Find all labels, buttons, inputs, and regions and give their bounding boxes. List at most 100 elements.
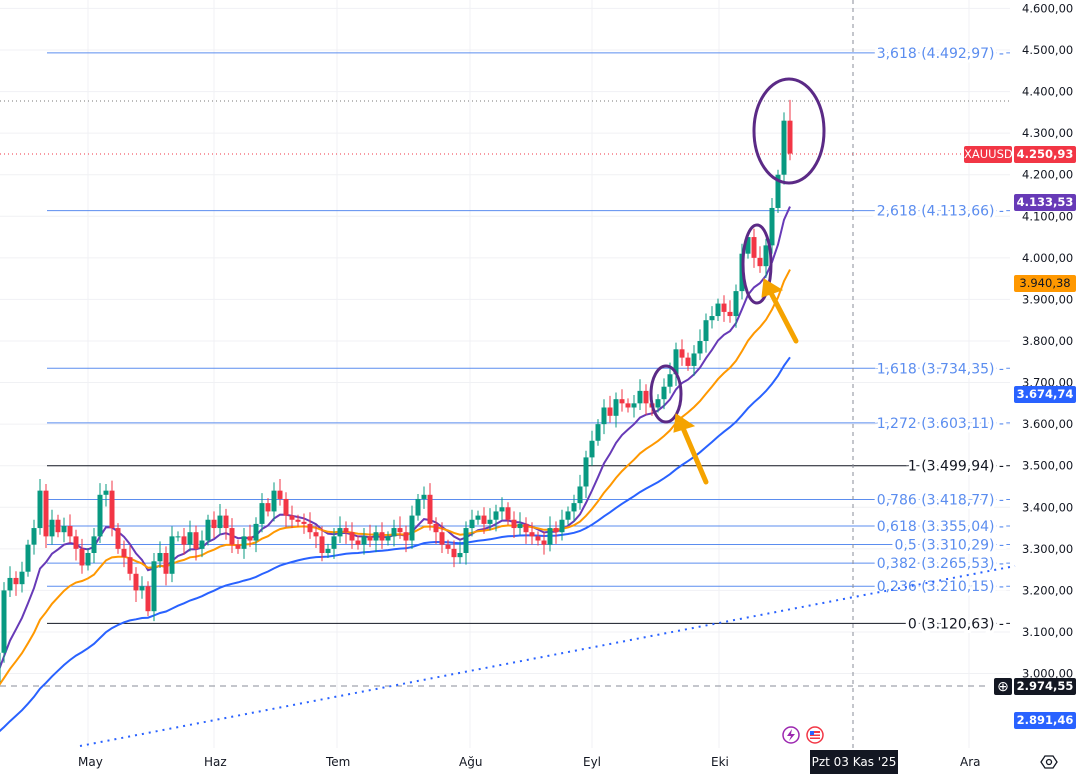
price-tick-label: 3.900,00	[1022, 292, 1073, 306]
symbol-tag: XAUUSD	[964, 146, 1013, 163]
trendline-price-tag: 2.891,46	[1014, 712, 1076, 729]
candle-body	[337, 528, 343, 537]
candle-body	[331, 536, 337, 549]
candle	[595, 419, 601, 446]
candle	[253, 517, 259, 553]
candle	[565, 506, 571, 525]
candle-body	[193, 532, 199, 549]
fib-level-label: 0,786 (3.418,77) -	[877, 492, 1004, 508]
candle	[49, 509, 55, 545]
candle	[787, 99, 793, 161]
candle-body	[37, 490, 43, 529]
settings-gear-icon[interactable]	[1040, 755, 1058, 769]
candle-body	[121, 548, 127, 558]
candle	[721, 295, 727, 322]
highlight-ellipse[interactable]	[649, 364, 683, 424]
candle	[733, 284, 739, 328]
candle-body	[91, 536, 97, 553]
candle	[127, 545, 133, 581]
candle	[553, 521, 559, 544]
candle	[655, 394, 661, 413]
candle	[529, 522, 535, 545]
candle	[421, 486, 427, 509]
candle-body	[319, 536, 325, 553]
candle-body	[709, 316, 715, 321]
price-tick-label: 3.500,00	[1022, 459, 1073, 473]
highlight-ellipse[interactable]	[752, 77, 826, 185]
ma-slow-tag: 3.674,74	[1014, 386, 1076, 403]
lightning-bolt	[787, 729, 795, 741]
highlight-ellipse[interactable]	[741, 223, 773, 305]
candle	[331, 528, 337, 559]
time-label-eyl: Eyl	[583, 755, 602, 769]
candle	[433, 517, 439, 544]
candle	[7, 566, 13, 598]
candle-body	[247, 536, 253, 541]
candle	[169, 526, 175, 583]
candle-body	[343, 528, 349, 533]
annotations	[649, 77, 826, 485]
candle-body	[463, 528, 469, 553]
candle	[367, 524, 373, 548]
candle-body	[577, 486, 583, 504]
candle-body	[7, 577, 13, 591]
candle	[403, 525, 409, 553]
candle-body	[505, 507, 511, 520]
price-tick-label: 4.500,00	[1022, 43, 1073, 57]
candle-body	[409, 515, 415, 541]
candle	[505, 502, 511, 525]
candle	[685, 352, 691, 371]
candle	[283, 492, 289, 528]
candle-body	[403, 532, 409, 541]
candle-body	[607, 407, 613, 416]
candle	[313, 525, 319, 549]
candle	[391, 519, 397, 547]
candle-body	[241, 536, 247, 549]
candle-body	[625, 403, 631, 408]
candle	[85, 548, 91, 571]
time-label-ara: Ara	[960, 755, 981, 769]
ma-slow-line	[0, 356, 791, 733]
crosshair-price-tag: 2.974,55	[1014, 678, 1076, 695]
candle-body	[589, 440, 595, 458]
candle-body	[643, 390, 649, 404]
candle-body	[631, 403, 637, 408]
candle	[259, 493, 265, 533]
candle-body	[289, 515, 295, 520]
candle-body	[229, 528, 235, 545]
price-tick-label: 4.300,00	[1022, 126, 1073, 140]
candle	[691, 345, 697, 376]
candle-body	[541, 540, 547, 545]
candle	[73, 529, 79, 561]
candle-body	[391, 528, 397, 537]
candle	[487, 508, 493, 531]
candle	[343, 521, 349, 544]
candle	[373, 525, 379, 553]
candle-body	[745, 237, 751, 254]
candle-body	[661, 386, 667, 400]
price-tick-label: 4.600,00	[1022, 1, 1073, 15]
candle	[205, 514, 211, 546]
candle	[139, 576, 145, 599]
candle	[115, 523, 121, 554]
candle-body	[787, 120, 793, 154]
candle	[13, 571, 19, 596]
arrow-annotation[interactable]	[673, 413, 709, 485]
candle-body	[169, 536, 175, 574]
arrow-annotation[interactable]	[761, 278, 799, 344]
candle-body	[535, 536, 541, 541]
candle	[61, 517, 67, 543]
moving-averages	[0, 206, 791, 733]
candle	[613, 392, 619, 428]
add-alert-button[interactable]: ⊕	[994, 678, 1012, 695]
trend-line[interactable]	[79, 565, 1016, 747]
candle-body	[529, 532, 535, 537]
candle-body	[481, 515, 487, 524]
candle	[319, 526, 325, 562]
candle	[217, 503, 223, 535]
candle	[541, 532, 547, 555]
candles	[0, 99, 793, 682]
candle-body	[295, 519, 301, 522]
candle-body	[283, 498, 289, 516]
